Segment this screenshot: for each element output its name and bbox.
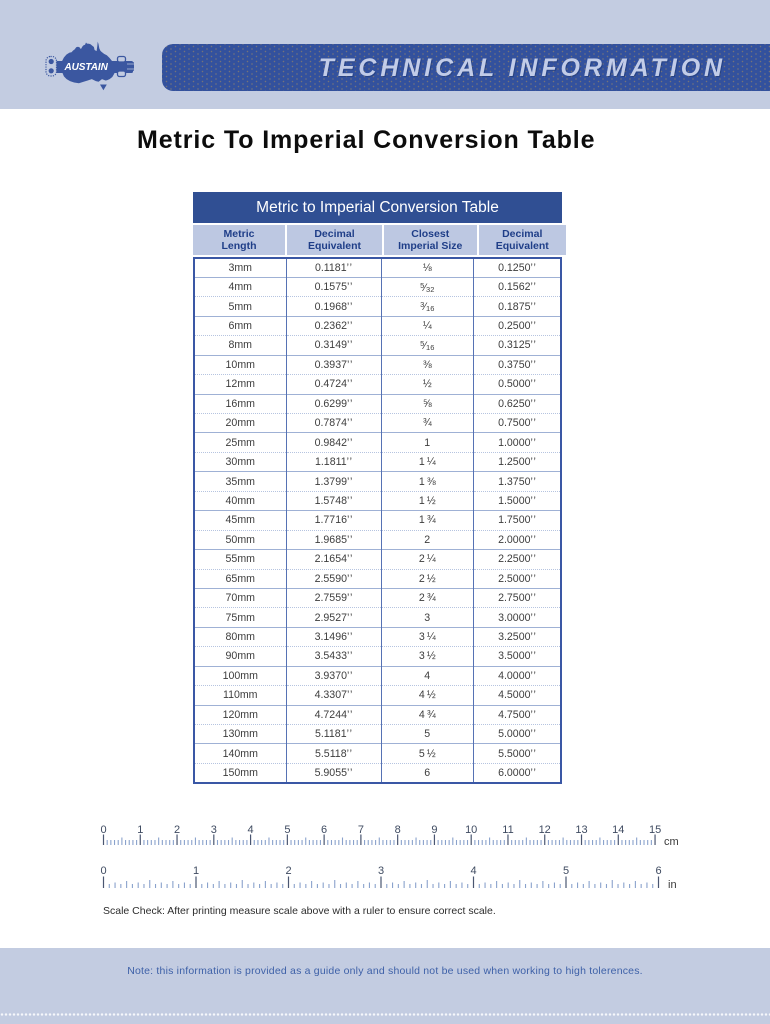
svg-text:1: 1 [137, 824, 143, 836]
svg-text:10: 10 [465, 824, 477, 836]
svg-text:3: 3 [211, 824, 217, 836]
svg-text:1: 1 [193, 865, 199, 877]
svg-text:0: 0 [100, 824, 106, 836]
svg-text:12: 12 [539, 824, 551, 836]
svg-text:4: 4 [470, 865, 476, 877]
svg-text:14: 14 [612, 824, 624, 836]
svg-text:5: 5 [563, 865, 569, 877]
svg-text:13: 13 [575, 824, 587, 836]
svg-text:8: 8 [395, 824, 401, 836]
svg-text:cm: cm [664, 836, 679, 848]
svg-text:6: 6 [321, 824, 327, 836]
svg-text:0: 0 [100, 865, 106, 877]
svg-text:3: 3 [378, 865, 384, 877]
svg-text:6: 6 [655, 865, 661, 877]
svg-text:in: in [668, 879, 677, 891]
svg-text:15: 15 [649, 824, 661, 836]
svg-text:9: 9 [431, 824, 437, 836]
svg-text:4: 4 [248, 824, 254, 836]
svg-text:11: 11 [502, 824, 513, 836]
svg-text:AUSTAIN: AUSTAIN [64, 62, 109, 73]
svg-text:2: 2 [285, 865, 291, 877]
svg-text:2: 2 [174, 824, 180, 836]
svg-text:7: 7 [358, 824, 364, 836]
svg-text:5: 5 [284, 824, 290, 836]
